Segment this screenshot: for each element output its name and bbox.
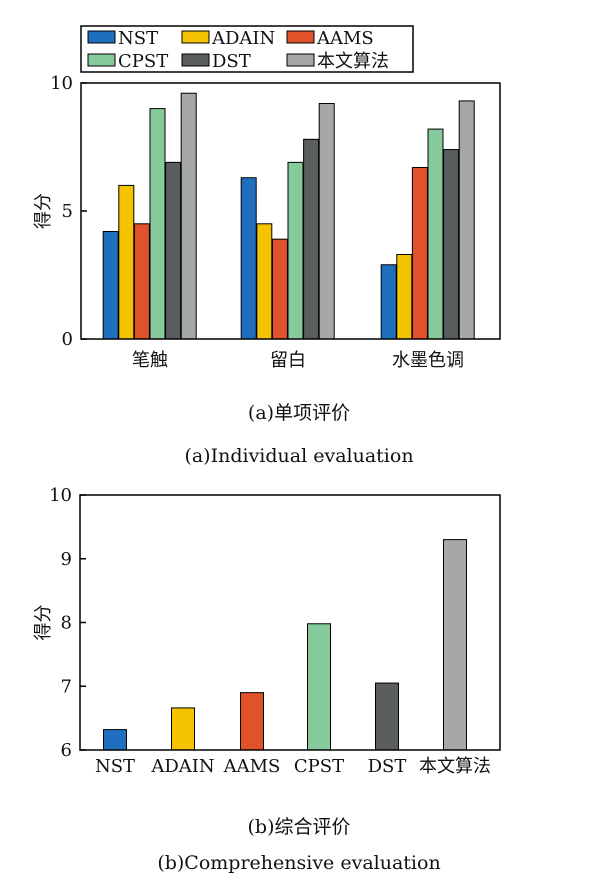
y-tick-label: 10 — [50, 73, 73, 94]
bar — [149, 108, 166, 340]
bar — [165, 161, 182, 340]
legend-label: NST — [118, 28, 158, 49]
bar — [118, 184, 135, 340]
x-tick-label: 笔触 — [132, 350, 168, 371]
x-tick-label: NST — [95, 756, 135, 777]
bar — [303, 138, 320, 340]
x-tick-label: ADAIN — [150, 756, 214, 777]
caption-a-zh: (a)单项评价 — [247, 402, 351, 424]
bar — [411, 166, 428, 340]
x-tick-label: DST — [368, 756, 407, 777]
x-tick-label: 水墨色调 — [392, 350, 464, 371]
bar — [271, 238, 288, 340]
bar — [375, 682, 399, 751]
bar — [133, 223, 150, 340]
legend-label: AAMS — [316, 28, 374, 49]
legend-swatch — [181, 53, 210, 67]
plot-frame — [79, 494, 501, 751]
x-tick-label: 本文算法 — [419, 756, 491, 777]
legend-swatch — [87, 53, 116, 67]
bar — [458, 100, 475, 340]
legend-label: ADAIN — [211, 28, 275, 49]
legend-box — [80, 25, 414, 73]
caption-b-zh: (b)综合评价 — [247, 816, 351, 838]
bar — [287, 161, 304, 340]
bar — [380, 264, 397, 340]
y-tick-label: 5 — [62, 201, 73, 222]
y-tick-label: 6 — [61, 740, 72, 761]
y-tick-label: 8 — [61, 613, 72, 634]
legend-label: 本文算法 — [317, 51, 389, 72]
bar — [318, 102, 335, 340]
bar — [427, 128, 444, 340]
bar — [171, 707, 195, 751]
bar — [256, 223, 273, 340]
bar — [307, 623, 331, 751]
y-tick-label: 10 — [49, 485, 72, 506]
y-tick-label: 7 — [61, 676, 72, 697]
bar — [396, 254, 413, 340]
legend-swatch — [286, 53, 315, 67]
legend-swatch — [286, 30, 315, 44]
caption-b-en: (b)Comprehensive evaluation — [157, 852, 441, 874]
legend-label: CPST — [118, 51, 168, 72]
bar — [103, 729, 127, 751]
bar — [102, 230, 119, 340]
x-tick-label: AAMS — [223, 756, 281, 777]
y-axis-label: 得分 — [33, 605, 54, 641]
x-tick-label: CPST — [294, 756, 344, 777]
bar — [443, 539, 467, 751]
caption-a-en: (a)Individual evaluation — [184, 445, 414, 467]
legend-label: DST — [212, 51, 251, 72]
legend-swatch — [181, 30, 210, 44]
bar — [180, 92, 197, 340]
legend-swatch — [87, 30, 116, 44]
bar — [443, 149, 460, 340]
y-axis-label: 得分 — [33, 193, 54, 229]
bar — [240, 177, 257, 340]
bar — [240, 692, 264, 751]
y-tick-label: 9 — [61, 549, 72, 570]
y-tick-label: 0 — [62, 329, 73, 350]
x-tick-label: 留白 — [270, 350, 306, 371]
